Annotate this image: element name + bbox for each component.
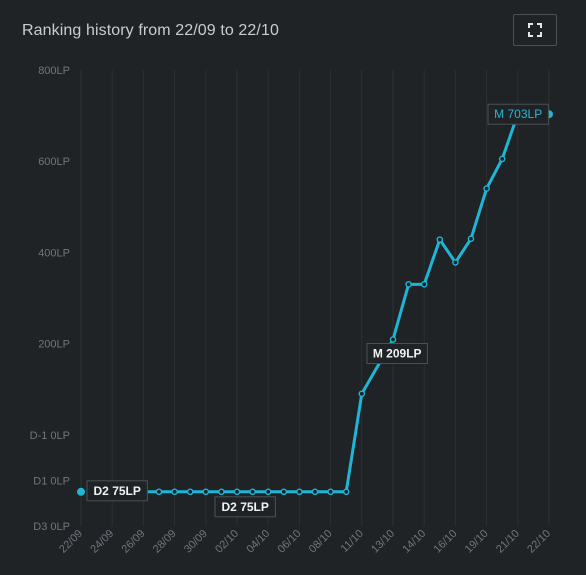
data-point: [202, 488, 210, 496]
y-tick-label: D-1 0LP: [30, 430, 70, 442]
expand-icon: [528, 23, 542, 37]
data-point: [233, 488, 241, 496]
data-point: [467, 235, 475, 243]
x-tick-label: 22/10: [525, 528, 553, 556]
data-point: [77, 487, 85, 496]
annotation-label: D2 75LP: [94, 484, 141, 498]
data-point: [342, 488, 350, 496]
data-point: [280, 488, 288, 496]
annotation-label: M 209LP: [373, 346, 422, 360]
data-point: [296, 488, 303, 496]
data-point: [405, 281, 412, 288]
data-point: [452, 259, 459, 266]
data-point: [218, 488, 225, 496]
y-tick-label: 400LP: [38, 247, 70, 259]
y-tick-label: D1 0LP: [33, 475, 70, 487]
data-point: [420, 281, 428, 288]
fullscreen-button[interactable]: [513, 14, 557, 46]
data-point: [249, 488, 256, 496]
data-point: [498, 155, 506, 163]
annotation-box: [214, 496, 276, 518]
data-point: [483, 185, 490, 192]
data-point: [327, 488, 334, 496]
x-tick-label: 08/10: [307, 528, 335, 556]
data-point: [264, 488, 272, 496]
x-tick-label: 16/10: [432, 528, 460, 556]
x-tick-label: 24/09: [88, 528, 116, 556]
data-point: [311, 488, 319, 496]
x-tick-label: 28/09: [151, 528, 179, 556]
x-tick-label: 21/10: [494, 528, 522, 556]
annotation-label: D2 75LP: [222, 500, 269, 514]
y-tick-label: 600LP: [38, 156, 70, 168]
x-tick-label: 14/10: [400, 528, 428, 556]
data-point: [171, 488, 178, 496]
y-tick-label: 800LP: [38, 65, 70, 77]
data-point: [389, 336, 397, 343]
annotation-box: [86, 480, 148, 502]
annotation-label: M 703LP: [494, 107, 542, 121]
x-tick-label: 13/10: [369, 528, 397, 556]
x-tick-label: 26/09: [120, 528, 148, 556]
x-tick-label: 06/10: [276, 528, 304, 556]
chart-title: Ranking history from 22/09 to 22/10: [22, 22, 279, 39]
y-tick-label: D3 0LP: [33, 521, 70, 533]
x-tick-label: 30/09: [182, 528, 210, 556]
x-tick-label: 11/10: [339, 528, 366, 555]
annotation-box: [366, 342, 428, 364]
x-tick-label: 04/10: [244, 528, 272, 556]
data-point: [358, 390, 366, 398]
data-point: [436, 236, 444, 243]
x-tick-label: 02/10: [213, 528, 241, 556]
data-point: [186, 488, 194, 496]
y-tick-label: 200LP: [38, 339, 70, 351]
annotation-box: [487, 103, 549, 125]
x-tick-label: 19/10: [463, 528, 491, 556]
data-point: [155, 488, 163, 496]
